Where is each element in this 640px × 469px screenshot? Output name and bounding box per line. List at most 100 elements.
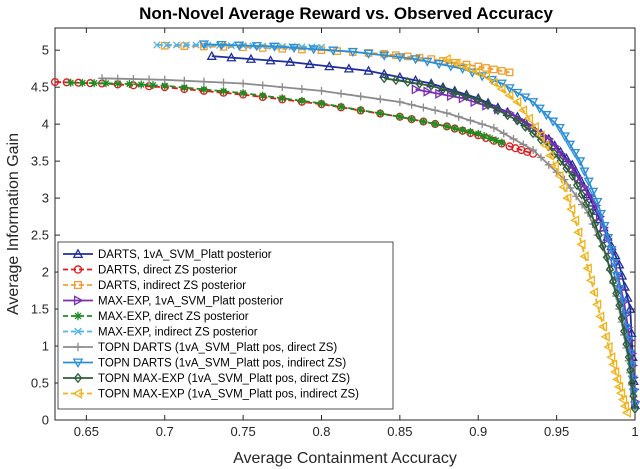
data-point [544,141,553,152]
data-point [435,88,445,99]
y-tick-label: 4.5 [31,80,49,95]
data-point [269,42,280,52]
data-point [446,90,457,102]
y-tick-label: 1 [42,339,49,354]
data-point [529,146,538,155]
data-point [72,388,83,399]
data-point [480,131,489,140]
data-point [450,87,459,98]
data-point [600,331,610,342]
data-point [343,63,355,73]
data-point [504,90,514,101]
data-point [583,177,594,187]
y-tick-label: 3 [42,191,49,206]
data-point [617,313,626,324]
data-point [556,156,565,167]
data-point [609,258,620,269]
series-7 [198,40,640,411]
data-point [278,44,287,53]
data-point [304,58,315,69]
data-point [145,75,154,84]
data-point [572,192,581,201]
data-point [558,181,568,193]
legend-entry: MAX-EXP, indirect ZS posterior [63,327,258,339]
data-point [376,95,385,104]
data-point [486,134,494,143]
data-point [610,366,620,378]
data-point [137,80,146,89]
data-point [540,140,550,151]
data-point [612,374,622,385]
data-point [395,112,404,121]
data-point [576,239,586,250]
data-point [101,79,110,88]
y-tick-label: 3.5 [31,154,49,169]
data-point [239,89,248,98]
data-point [297,96,306,105]
data-point [466,116,475,125]
data-point [216,40,227,51]
data-point [73,265,83,274]
data-point [426,78,437,88]
data-point [258,44,267,52]
data-point [630,403,640,414]
data-point [73,280,83,290]
data-point [308,45,319,55]
data-point [129,75,138,84]
y-tick-label: 5 [42,43,49,58]
data-point [73,295,84,306]
data-point [328,46,339,56]
legend: DARTS, 1vA_SVM_Platt posterior DARTS, dir… [57,241,394,410]
data-point [192,41,200,49]
ticks-layer: 0.65 0.7 0.75 0.8 0.85 0.9 0.95 1 0 0.5 1 1.5 2 2.5 3 3… [31,28,639,439]
data-point [445,62,456,72]
data-point [392,51,400,60]
data-point [234,41,245,51]
data-point [496,83,506,95]
y-tick-label: 0 [42,413,49,428]
data-point [395,97,404,106]
data-point [566,183,575,192]
legend-entry: MAX-EXP, direct ZS posterior [63,311,249,323]
data-point [619,326,629,337]
data-point [477,72,488,82]
data-point [391,75,400,86]
data-point [379,68,390,78]
data-point [239,79,248,88]
data-point [148,81,157,90]
series-line [164,44,510,74]
data-point [573,227,583,238]
data-point [490,65,498,74]
x-tick-label: 1 [631,424,638,439]
data-point [484,99,493,110]
data-point [379,51,390,61]
data-point [562,163,571,174]
data-point [160,81,169,90]
data-point [160,75,169,84]
data-point [628,388,639,398]
data-point [574,172,584,183]
data-point [513,115,522,126]
data-point [206,50,217,60]
data-point [594,230,603,241]
data-point [585,275,595,286]
data-point [517,105,528,116]
data-point [564,140,576,150]
data-point [587,187,599,197]
data-point [598,241,607,252]
data-point [497,138,506,147]
data-point [258,81,267,90]
data-point [278,94,287,103]
y-tick-label: 2.5 [31,228,49,243]
data-point [470,66,481,77]
data-point [627,377,636,389]
data-point [549,160,559,171]
data-point [580,181,590,193]
legend-label: MAX-EXP, 1vA_SVM_Platt posterior [98,296,283,308]
data-point [611,271,623,282]
data-point [180,76,189,85]
data-point [317,99,326,108]
data-point [180,83,189,92]
data-point [579,167,590,177]
